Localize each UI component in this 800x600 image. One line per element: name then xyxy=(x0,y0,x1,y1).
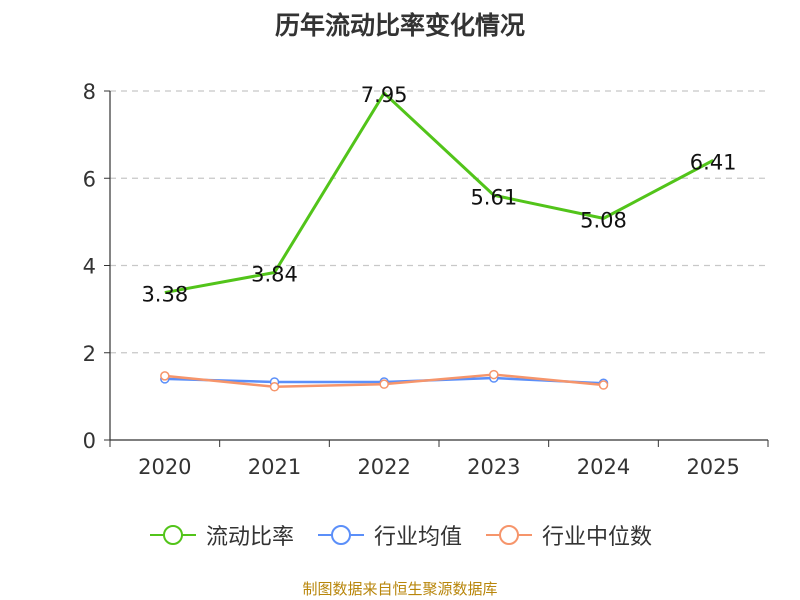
legend-label: 流动比率 xyxy=(205,525,294,550)
x-tick-label: 2023 xyxy=(467,455,520,479)
y-tick-label: 4 xyxy=(83,255,96,279)
legend-line-icon xyxy=(149,525,196,545)
data-point xyxy=(379,379,389,389)
legend-label: 行业中位数 xyxy=(542,525,653,550)
x-tick-label: 2025 xyxy=(686,455,739,479)
data-source-note: 制图数据来自恒生聚源数据库 xyxy=(302,580,498,598)
series-line xyxy=(164,91,714,295)
x-tick-label: 2020 xyxy=(138,455,191,479)
data-point xyxy=(489,369,499,380)
legend-item-current-ratio[interactable]: 流动比率 xyxy=(148,519,294,551)
data-point xyxy=(160,371,170,381)
y-tick-label: 8 xyxy=(83,80,96,104)
legend-item-industry-median[interactable]: 行业中位数 xyxy=(484,519,652,551)
data-label: 6.41 xyxy=(690,150,737,174)
data-label: 3.38 xyxy=(141,283,188,307)
legend-line-icon xyxy=(317,525,364,545)
data-label: 3.84 xyxy=(251,262,298,286)
y-tick-label: 0 xyxy=(83,429,96,453)
legend: 流动比率 行业均值 行业中位数 xyxy=(0,519,800,551)
x-tick-label: 2022 xyxy=(357,455,410,479)
chart-title: 历年流动比率变化情况 xyxy=(274,11,525,40)
data-point xyxy=(269,382,280,392)
data-label: 5.61 xyxy=(470,185,517,209)
x-tick-label: 2024 xyxy=(577,455,630,479)
y-tick-label: 2 xyxy=(83,342,96,366)
data-label: 5.08 xyxy=(580,208,627,232)
legend-label: 行业均值 xyxy=(373,525,462,550)
data-label: 7.95 xyxy=(361,83,408,107)
data-point xyxy=(598,380,609,390)
x-tick-label: 2021 xyxy=(248,455,301,479)
y-tick-label: 6 xyxy=(83,167,96,191)
legend-item-industry-mean[interactable]: 行业均值 xyxy=(316,519,462,551)
legend-line-icon xyxy=(486,525,532,545)
